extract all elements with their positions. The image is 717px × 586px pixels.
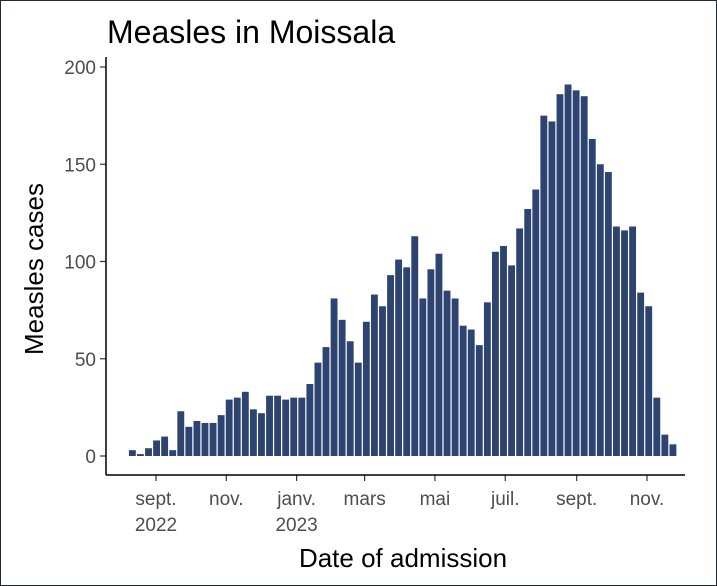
bar [249, 409, 257, 456]
bar [661, 434, 669, 456]
bar [354, 362, 362, 456]
y-axis-title: Measles cases [19, 183, 49, 355]
bar [645, 306, 653, 456]
bar [145, 448, 152, 456]
x-tick-label: janv. [276, 489, 316, 510]
bar [201, 422, 209, 456]
x-tick-label: sept. [135, 489, 176, 510]
bar [209, 422, 217, 456]
x-tick-year-label: 2022 [135, 515, 177, 536]
bar [193, 420, 201, 456]
bar [241, 391, 249, 456]
bar [322, 347, 330, 456]
bar [467, 329, 475, 456]
bar [233, 397, 241, 456]
bar [427, 269, 435, 456]
x-tick-label: juil. [490, 489, 520, 510]
bar [492, 251, 499, 456]
bar [604, 172, 612, 456]
x-tick-label: sept. [556, 489, 597, 510]
bar [225, 399, 233, 456]
bar [346, 341, 354, 456]
bar [266, 395, 273, 456]
x-axis: sept. 2022 nov. janv. 2023 mars mai juil. sept. n… [135, 475, 664, 536]
bar [572, 90, 580, 456]
bar [258, 413, 265, 456]
bar [516, 228, 524, 456]
bar [483, 302, 491, 456]
bar [153, 440, 161, 456]
bar [161, 436, 169, 456]
bar [548, 121, 556, 457]
bar [475, 345, 483, 456]
bar [588, 138, 596, 456]
bar [411, 236, 419, 456]
bar [653, 397, 661, 456]
y-tick-label: 200 [64, 58, 96, 79]
bar [282, 399, 290, 456]
x-tick-year-label: 2023 [275, 515, 317, 536]
bar [290, 397, 298, 456]
chart-title: Measles in Moissala [107, 14, 395, 50]
bar [532, 189, 540, 456]
bar [459, 325, 467, 456]
bar [629, 226, 637, 456]
bar [403, 267, 411, 456]
bar [338, 319, 346, 456]
bar [443, 290, 451, 456]
bar [435, 253, 443, 456]
bar [524, 208, 532, 456]
bar [395, 259, 403, 456]
bar [500, 245, 507, 456]
bar [419, 298, 427, 456]
bar [451, 298, 459, 456]
bar [556, 94, 564, 456]
x-tick-label: nov. [630, 489, 665, 510]
x-tick-label: mars [344, 489, 386, 510]
bars [128, 84, 677, 457]
bar [330, 298, 338, 456]
y-tick-label: 150 [64, 155, 96, 176]
bar [298, 397, 306, 456]
bar [370, 294, 378, 456]
bar [669, 444, 677, 456]
bar [621, 230, 628, 456]
y-tick-label: 0 [85, 447, 96, 468]
y-tick-label: 100 [64, 253, 96, 274]
y-axis: 0 50 100 150 200 [64, 58, 106, 468]
bar [137, 454, 144, 456]
bar [177, 411, 185, 456]
bar [564, 84, 572, 456]
bar [185, 426, 193, 456]
bar [387, 275, 394, 456]
bar [580, 96, 588, 457]
x-tick-label: mai [420, 489, 451, 510]
bar [596, 164, 604, 456]
bar [306, 384, 314, 456]
bar [169, 450, 177, 456]
bar [128, 450, 136, 456]
bar [362, 321, 370, 456]
bar [379, 306, 386, 456]
bar [540, 115, 548, 457]
bar [508, 265, 516, 456]
bar [274, 395, 282, 456]
x-axis-title: Date of admission [299, 543, 507, 573]
bar [637, 292, 645, 456]
bar [613, 226, 620, 456]
bar [217, 415, 225, 456]
bar [314, 362, 322, 456]
x-tick-label: nov. [209, 489, 244, 510]
y-tick-label: 50 [75, 350, 96, 371]
